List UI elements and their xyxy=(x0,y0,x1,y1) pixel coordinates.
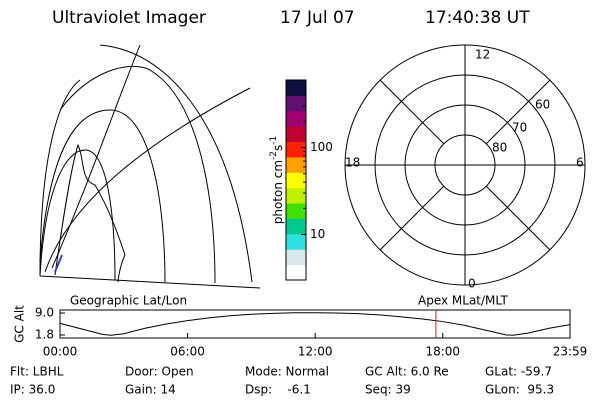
lat-label: 60 xyxy=(535,98,550,112)
tick-label: 10 xyxy=(310,227,325,241)
mlt-label: 18 xyxy=(345,156,360,170)
x-tick-label: 00:00 xyxy=(43,345,78,359)
date: 17 Jul 07 xyxy=(280,8,355,28)
color-swatch xyxy=(286,249,306,266)
x-tick-label: 06:00 xyxy=(170,345,205,359)
colorbar-frame xyxy=(285,79,307,281)
colorbar-label: photon cm-2s-1 xyxy=(269,136,285,225)
status-field: Flt: LBHL xyxy=(10,365,64,379)
color-swatch xyxy=(286,95,306,112)
color-swatch xyxy=(286,126,306,143)
mlt-label: 12 xyxy=(475,48,490,62)
color-swatch xyxy=(286,233,306,250)
status-field: Seq: 39 xyxy=(365,383,411,397)
status-field: Dsp: -6.1 xyxy=(245,383,311,397)
title: Ultraviolet Imager xyxy=(52,8,206,28)
color-swatch xyxy=(286,80,306,96)
color-swatch xyxy=(286,203,306,219)
color-swatch xyxy=(286,141,306,158)
y-axis-label: GC Alt xyxy=(13,305,27,343)
map-frame xyxy=(39,79,261,289)
status-field: GC Alt: 6.0 Re xyxy=(365,365,449,379)
map-panel xyxy=(39,44,261,289)
color-swatch xyxy=(286,264,306,281)
orbit-track xyxy=(54,254,63,273)
lon-line xyxy=(44,87,251,273)
y-tick-label: 1.8 xyxy=(35,327,54,341)
status-panel: Flt: LBHL Door: Open Mode: Normal GC Alt: 6… xyxy=(10,365,554,397)
lat-label: 80 xyxy=(492,141,507,155)
colorbar: 10 100 xyxy=(285,79,333,281)
color-swatch xyxy=(286,110,306,127)
lat-label: 70 xyxy=(512,121,527,135)
lon-line xyxy=(51,44,141,269)
status-field: GLat: -59.7 xyxy=(485,365,552,379)
map-label: Geographic Lat/Lon xyxy=(70,294,187,308)
altitude-line xyxy=(59,312,571,336)
time: 17:40:38 UT xyxy=(425,8,530,28)
color-swatch xyxy=(286,218,306,235)
lat-line xyxy=(39,109,166,283)
coastline xyxy=(54,143,126,283)
x-tick-label: 18:00 xyxy=(425,345,460,359)
lat-line xyxy=(39,149,116,281)
x-tick-label: 23:59 xyxy=(553,345,588,359)
lat-line xyxy=(59,65,216,284)
color-swatch xyxy=(286,172,306,189)
mlt-label: 0 xyxy=(468,277,476,291)
status-field: Gain: 14 xyxy=(125,383,176,397)
color-swatch xyxy=(286,156,306,173)
y-tick-label: 9.0 xyxy=(35,306,54,320)
status-field: Door: Open xyxy=(125,365,194,379)
polar-plot: 12 18 6 0 60 70 80 xyxy=(344,44,586,291)
altitude-plot: 9.0 1.8 00:00 06:00 12:00 18:00 23:59 xyxy=(35,306,587,359)
status-field: GLon: 95.3 xyxy=(485,383,554,397)
status-field: Mode: Normal xyxy=(245,365,329,379)
x-tick-label: 12:00 xyxy=(298,345,333,359)
color-swatch xyxy=(286,187,306,204)
tick-label: 100 xyxy=(310,140,333,154)
polar-label: Apex MLat/MLT xyxy=(418,294,508,308)
mlt-label: 6 xyxy=(576,156,584,170)
lat-line xyxy=(99,44,253,283)
status-field: IP: 36.0 xyxy=(10,383,55,397)
